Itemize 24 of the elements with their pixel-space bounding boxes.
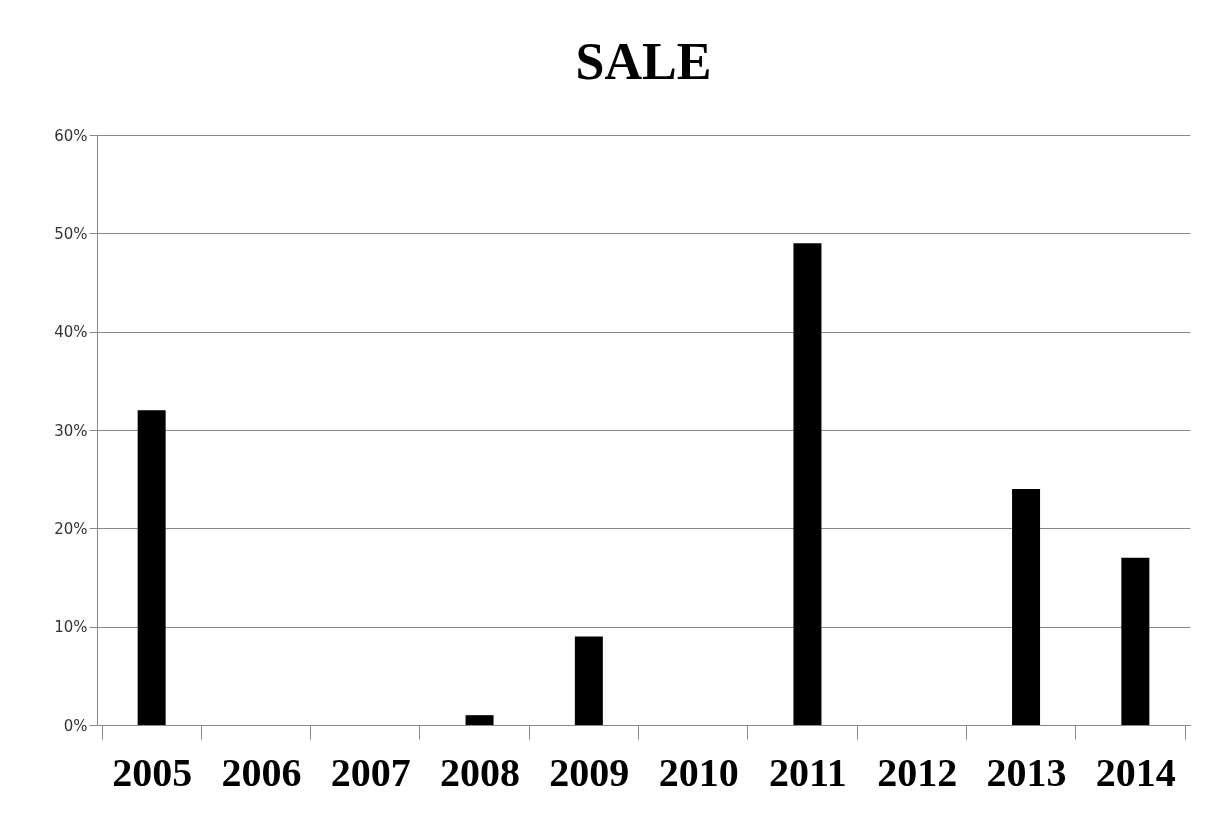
- y-tick-label: 60%: [54, 126, 88, 145]
- bar: [465, 715, 494, 725]
- x-tick-label: 2005: [112, 749, 193, 795]
- y-tick-label: 30%: [54, 421, 88, 440]
- bar: [574, 636, 603, 725]
- y-tick-label: 20%: [54, 519, 88, 538]
- bar: [137, 410, 166, 725]
- y-tick-label: 0%: [63, 716, 88, 735]
- x-tick-label: 2008: [440, 749, 521, 795]
- x-tick-label: 2011: [769, 749, 847, 795]
- bar: [1012, 489, 1041, 725]
- bar: [793, 243, 822, 725]
- y-tick-label: 40%: [54, 323, 88, 342]
- x-tick-label: 2014: [1095, 749, 1176, 795]
- x-tick-label: 2010: [658, 749, 739, 795]
- chart-title: SALE: [575, 33, 712, 90]
- x-tick-label: 2013: [986, 749, 1067, 795]
- y-tick-label: 50%: [54, 224, 88, 243]
- bar: [1121, 557, 1150, 725]
- x-tick-label: 2006: [221, 749, 302, 795]
- y-tick-label: 10%: [54, 618, 88, 637]
- x-tick-label: 2012: [877, 749, 958, 795]
- x-tick-label: 2009: [549, 749, 630, 795]
- x-tick-label: 2007: [330, 749, 411, 795]
